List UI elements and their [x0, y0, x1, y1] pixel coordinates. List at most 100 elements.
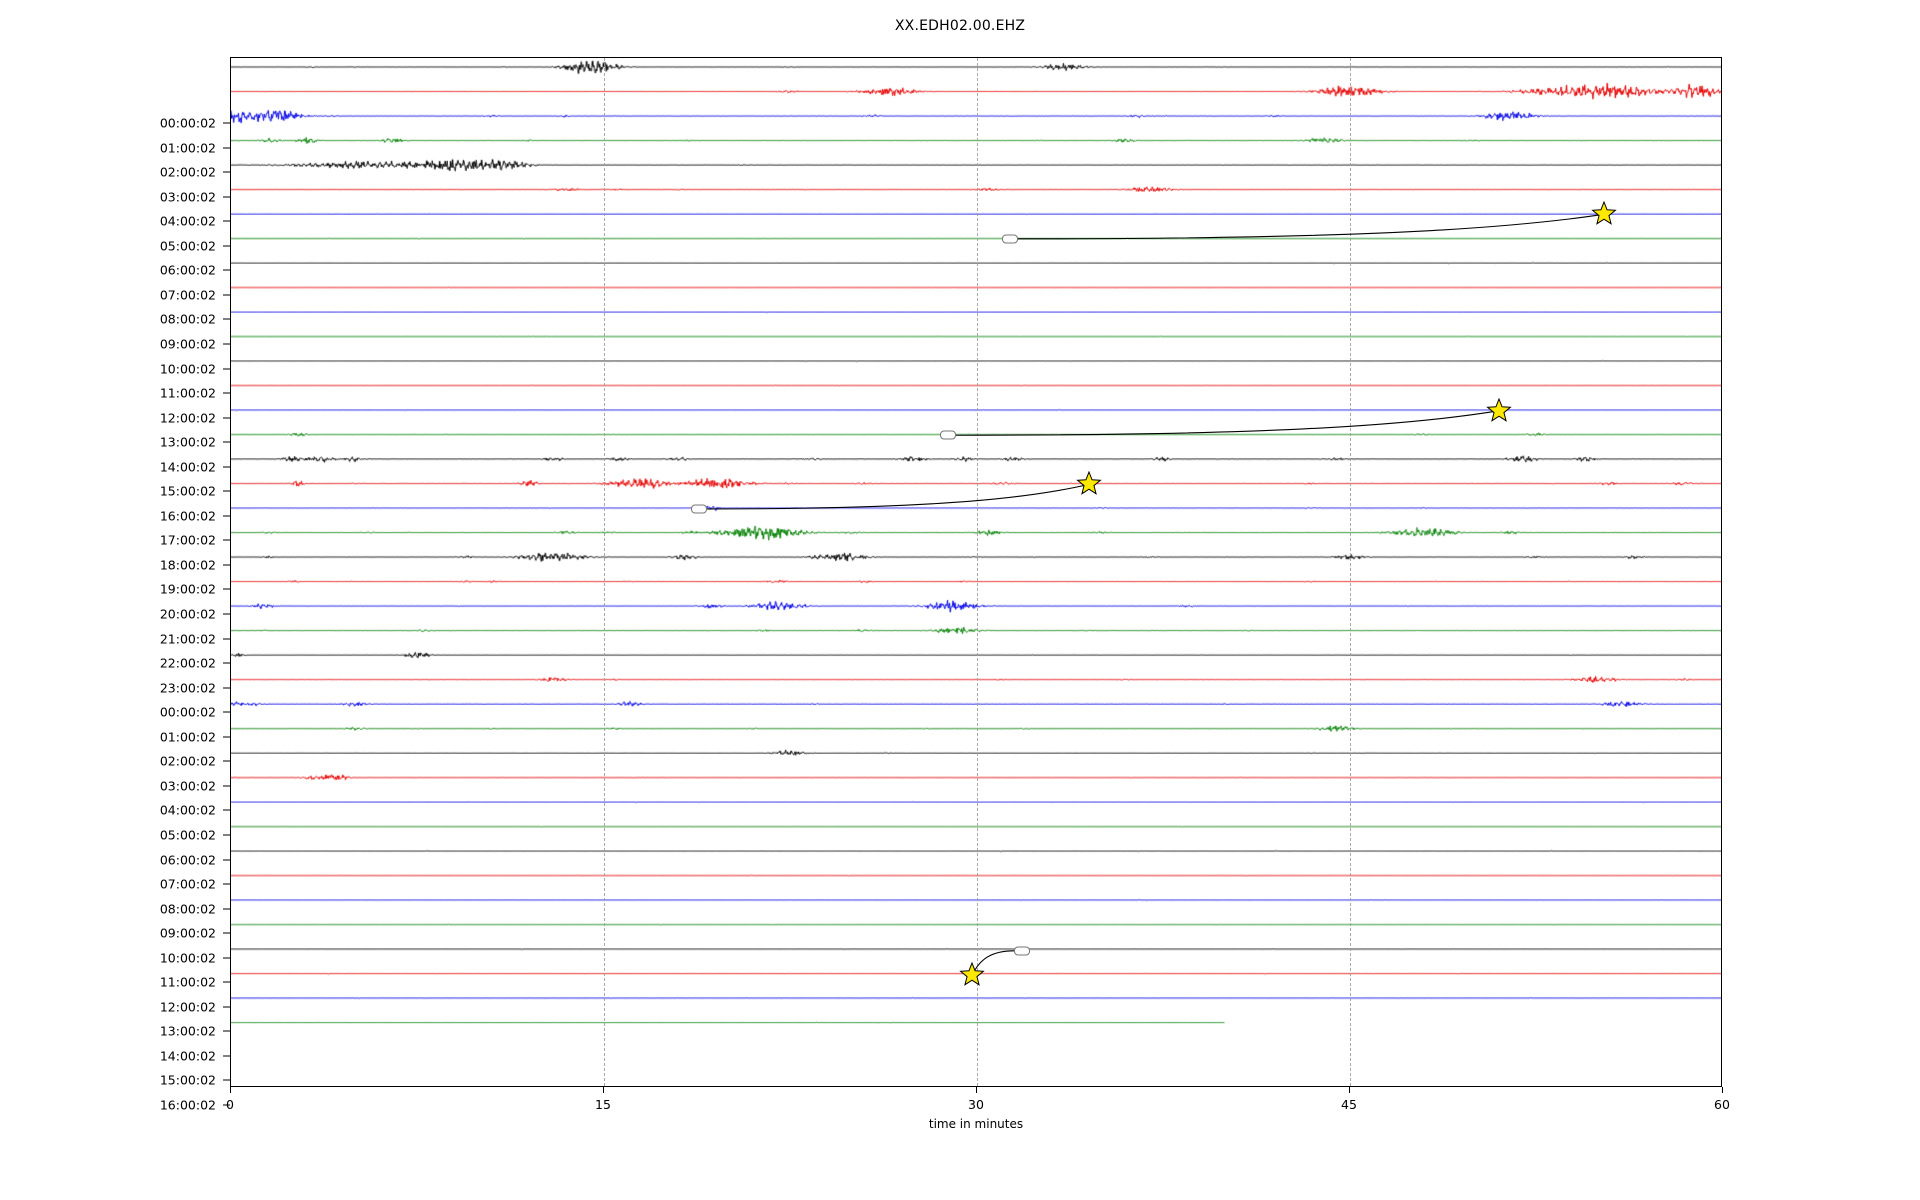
y-tick-label: 01:00:02 [159, 729, 216, 745]
y-tick-mark [223, 490, 230, 492]
y-tick-label: 12:00:02 [159, 410, 216, 426]
x-tick-mark [1349, 1087, 1350, 1093]
y-tick-mark [223, 318, 230, 320]
y-tick-label: 10:00:02 [159, 361, 216, 376]
y-tick-mark [223, 392, 230, 394]
vertical-gridline [1350, 58, 1351, 1086]
y-tick-label: 19:00:02 [159, 581, 216, 597]
y-tick-mark [223, 981, 230, 983]
y-tick-mark [223, 883, 230, 885]
y-tick-label: 09:00:02 [159, 336, 216, 352]
y-tick-label: 23:00:02 [159, 680, 216, 696]
y-tick-label: 03:00:02 [159, 189, 216, 205]
y-tick-mark [223, 122, 230, 124]
y-tick-mark [223, 417, 230, 419]
event-label-2[interactable] [939, 430, 956, 440]
y-tick-label: 00:00:02 [159, 115, 216, 131]
y-tick-mark [223, 539, 230, 541]
x-axis-tick-labels: 0 15 30 45 60 [226, 1087, 1730, 1147]
y-tick-label: 18:00:02 [159, 557, 216, 573]
vertical-gridline [604, 58, 605, 1086]
x-tick-label: 30 [968, 1097, 984, 1112]
earthquake-star-marker[interactable] [1590, 201, 1617, 227]
y-tick-mark [223, 1006, 230, 1008]
y-tick-label: 01:00:02 [159, 140, 216, 156]
x-tick-mark [230, 1087, 231, 1093]
event-label-4[interactable] [1014, 946, 1031, 956]
y-axis-tick-labels: 00:00:02 01:00:02 02:00:02 03:00:02 04:00:02… [0, 57, 230, 1113]
y-tick-label: 21:00:02 [159, 631, 216, 647]
y-tick-label: 11:00:02 [159, 974, 216, 990]
y-tick-mark [223, 809, 230, 811]
y-tick-mark [223, 196, 230, 198]
y-tick-mark [223, 932, 230, 934]
y-tick-label: 12:00:02 [159, 999, 216, 1015]
y-tick-mark [223, 957, 230, 959]
y-tick-mark [223, 908, 230, 910]
y-tick-mark [223, 515, 230, 517]
y-tick-label: 10:00:02 [159, 950, 216, 966]
x-tick-mark [1722, 1087, 1723, 1093]
event-label-1[interactable] [1001, 234, 1018, 244]
y-tick-mark [223, 1079, 230, 1081]
y-tick-mark [223, 171, 230, 173]
y-tick-label: 08:00:02 [159, 901, 216, 917]
x-tick-label: 60 [1714, 1097, 1730, 1112]
y-tick-label: 06:00:02 [159, 262, 216, 278]
y-tick-label: 05:00:02 [159, 827, 216, 843]
y-tick-label: 05:00:02 [159, 238, 216, 254]
y-tick-label: 15:00:02 [159, 1072, 216, 1088]
y-tick-mark [223, 711, 230, 713]
y-tick-label: 14:00:02 [159, 459, 216, 475]
y-tick-mark [223, 613, 230, 615]
y-tick-mark [223, 294, 230, 296]
x-tick-mark [976, 1087, 977, 1093]
y-tick-mark [223, 588, 230, 590]
y-tick-mark [223, 859, 230, 860]
y-tick-mark [223, 1030, 230, 1032]
x-tick-label: 0 [226, 1097, 234, 1112]
x-tick-label: 45 [1341, 1097, 1357, 1112]
y-tick-mark [223, 441, 230, 443]
page-title: XX.EDH02.00.EHZ [894, 18, 1026, 34]
y-tick-label: 02:00:02 [159, 753, 216, 769]
y-tick-label: 06:00:02 [159, 852, 216, 867]
y-tick-label: 08:00:02 [159, 311, 216, 327]
y-tick-label: 16:00:02 [159, 508, 216, 524]
x-tick-mark [603, 1087, 604, 1093]
y-tick-mark [223, 1104, 230, 1106]
y-tick-mark [223, 220, 230, 222]
y-tick-label: 16:00:02 [159, 1097, 216, 1113]
y-tick-label: 03:00:02 [159, 778, 216, 794]
y-tick-label: 02:00:02 [159, 164, 216, 180]
event-label-3[interactable] [691, 504, 708, 514]
y-tick-label: 04:00:02 [159, 213, 216, 229]
y-tick-label: 17:00:02 [159, 532, 216, 548]
y-tick-mark [223, 834, 230, 836]
y-tick-mark [223, 466, 230, 468]
y-tick-label: 20:00:02 [159, 606, 216, 622]
y-tick-label: 15:00:02 [159, 483, 216, 499]
y-tick-mark [223, 1055, 230, 1057]
y-tick-label: 09:00:02 [159, 925, 216, 941]
y-tick-mark [223, 785, 230, 787]
y-tick-mark [223, 269, 230, 271]
waveform-canvas [231, 58, 1721, 1086]
y-tick-mark [223, 564, 230, 566]
helicorder-plot-area [230, 57, 1722, 1087]
x-axis-title: time in minutes [928, 1117, 1024, 1131]
y-tick-label: 07:00:02 [159, 287, 216, 303]
vertical-gridline [977, 58, 978, 1086]
earthquake-star-marker[interactable] [1076, 471, 1102, 497]
x-tick-label: 15 [595, 1097, 611, 1112]
y-tick-mark [223, 343, 230, 345]
y-tick-label: 04:00:02 [159, 802, 216, 818]
earthquake-star-marker[interactable] [1486, 397, 1512, 424]
y-tick-label: 13:00:02 [159, 1023, 216, 1039]
earthquake-star-marker[interactable] [959, 962, 985, 988]
y-tick-label: 22:00:02 [159, 655, 216, 671]
y-tick-label: 00:00:02 [159, 704, 216, 720]
y-tick-mark [223, 687, 230, 689]
y-tick-mark [223, 736, 230, 738]
y-tick-mark [223, 662, 230, 664]
